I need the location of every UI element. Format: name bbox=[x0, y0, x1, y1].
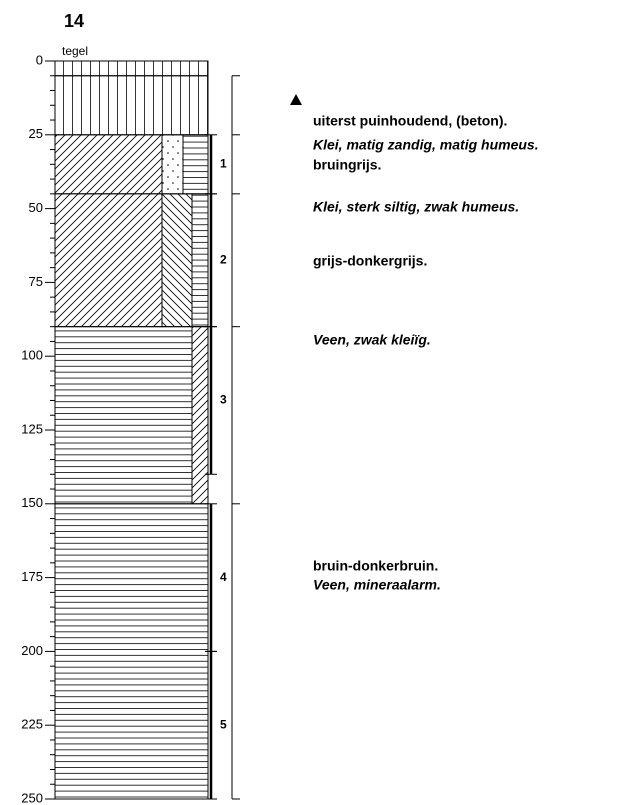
description: bruin-donkerbruin. bbox=[313, 558, 438, 574]
sample-label: 5 bbox=[220, 717, 227, 731]
description: bruingrijs. bbox=[313, 157, 381, 173]
depth-label: 25 bbox=[29, 126, 43, 141]
depth-label: 250 bbox=[21, 790, 43, 805]
layer-part bbox=[54, 60, 209, 77]
layer-part bbox=[54, 75, 209, 136]
description: Klei, matig zandig, matig humeus. bbox=[313, 137, 539, 153]
description: Klei, sterk siltig, zwak humeus. bbox=[313, 199, 519, 215]
layer-part bbox=[54, 326, 193, 505]
depth-label: 75 bbox=[29, 274, 43, 289]
layer-part bbox=[54, 134, 163, 195]
description: grijs-donkergrijs. bbox=[313, 253, 427, 269]
depth-label: 100 bbox=[21, 348, 43, 363]
description: uiterst puinhoudend, (beton). bbox=[313, 113, 507, 129]
description: Veen, zwak kleiïg. bbox=[313, 332, 431, 348]
layer-part bbox=[54, 193, 163, 328]
depth-label: 200 bbox=[21, 643, 43, 658]
sample-label: 3 bbox=[220, 393, 227, 407]
sample-label: 4 bbox=[220, 570, 227, 584]
surface-label: tegel bbox=[62, 44, 88, 58]
depth-label: 50 bbox=[29, 200, 43, 215]
layer-part bbox=[191, 326, 209, 505]
description: Veen, mineraalarm. bbox=[313, 577, 441, 593]
depth-label: 0 bbox=[36, 52, 43, 67]
title: 14 bbox=[64, 11, 84, 31]
depth-label: 225 bbox=[21, 717, 43, 732]
depth-label: 125 bbox=[21, 421, 43, 436]
layer-part bbox=[191, 193, 209, 328]
depth-label: 150 bbox=[21, 495, 43, 510]
layer-part bbox=[182, 134, 209, 195]
layer-part bbox=[54, 503, 209, 800]
water-level-marker bbox=[290, 94, 302, 105]
layer-part bbox=[161, 134, 184, 195]
layer-part bbox=[161, 193, 193, 328]
depth-label: 175 bbox=[21, 569, 43, 584]
sample-label: 1 bbox=[220, 156, 227, 170]
sample-label: 2 bbox=[220, 252, 227, 266]
